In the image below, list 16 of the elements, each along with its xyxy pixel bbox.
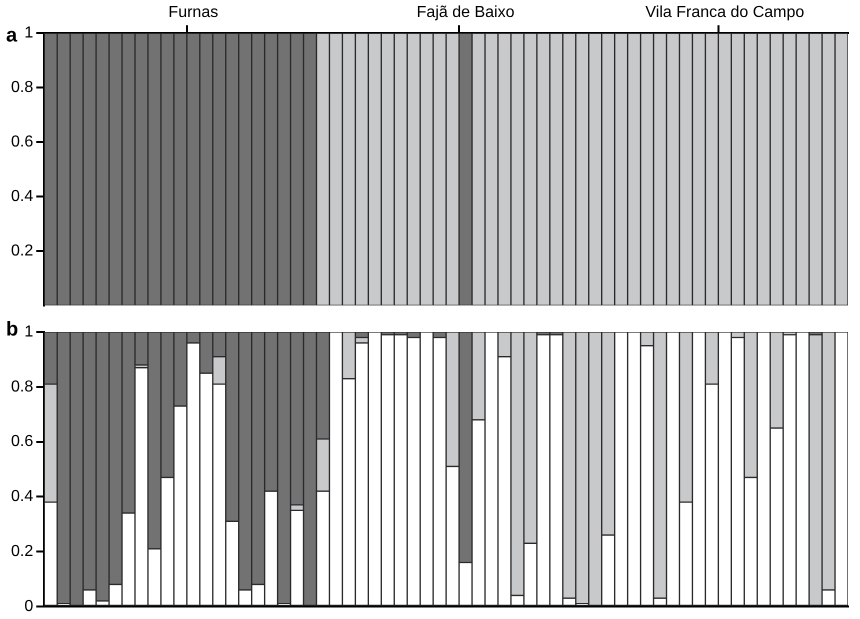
y-tick-label: 0 <box>24 598 34 615</box>
y-tick-label: 0.8 <box>10 79 34 96</box>
y-tick-label: 0.2 <box>10 542 34 560</box>
y-tick-label: 0.4 <box>10 488 34 506</box>
y-tick-label: 1 <box>24 323 34 340</box>
y-tick-label: 1 <box>24 24 34 42</box>
x-tick-label: Vila Franca do Campo <box>645 4 804 22</box>
chart-title: b <box>6 318 18 341</box>
chart-title: a <box>6 24 18 47</box>
x-tick-label: Fajã de Baixo <box>416 4 515 22</box>
y-tick-label: 0.8 <box>10 378 34 396</box>
y-tick-label: 0.6 <box>10 433 34 450</box>
y-tick-label: 0.2 <box>10 242 34 260</box>
y-tick-label: 0.6 <box>10 133 34 150</box>
x-tick-label: Furnas <box>168 4 218 22</box>
y-tick-label: 0.4 <box>10 188 34 205</box>
